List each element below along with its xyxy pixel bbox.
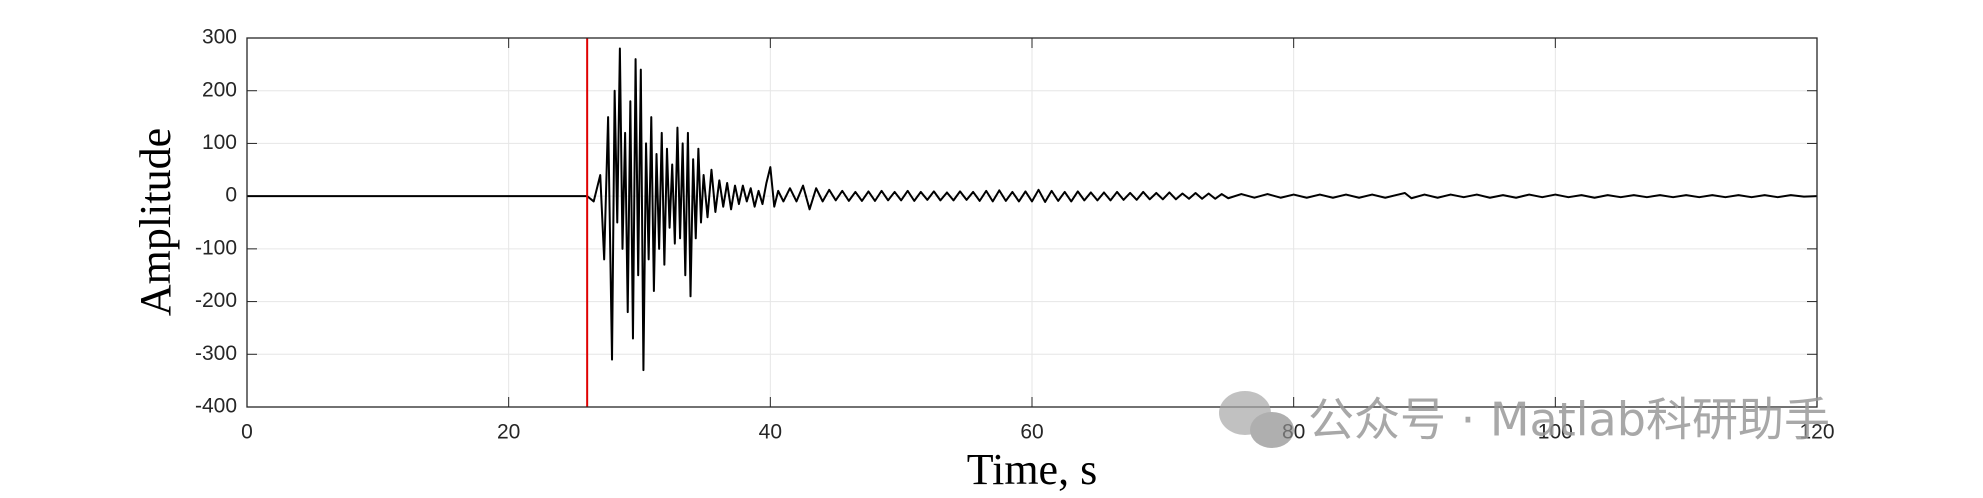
y-tick-label: -300 <box>195 342 237 365</box>
series-line <box>247 47 1818 372</box>
watermark-icon <box>1219 391 1294 448</box>
axes-frame <box>246 37 1818 408</box>
y-tick-label: -200 <box>195 289 237 312</box>
y-axis-label: Amplitude <box>131 128 180 316</box>
y-tick-label: 300 <box>202 26 237 49</box>
x-tick-label: 20 <box>497 421 520 444</box>
x-tick-label: 120 <box>1799 421 1834 444</box>
x-tick-label: 100 <box>1538 421 1573 444</box>
x-tick-label: 0 <box>241 421 253 444</box>
y-tick-label: -100 <box>195 236 237 259</box>
x-tick-label: 40 <box>759 421 782 444</box>
y-tick-label: 0 <box>225 184 237 207</box>
y-tick-label: 200 <box>202 78 237 101</box>
plot-area: 020406080100120-400-300-200-100010020030… <box>195 26 1835 444</box>
y-tick-label: -400 <box>195 395 237 418</box>
y-tick-label: 100 <box>202 131 237 154</box>
watermark: 公众号 · Matlab科研助手 <box>1308 393 1830 447</box>
x-axis-label: Time, s <box>967 445 1097 494</box>
x-tick-label: 60 <box>1020 421 1043 444</box>
